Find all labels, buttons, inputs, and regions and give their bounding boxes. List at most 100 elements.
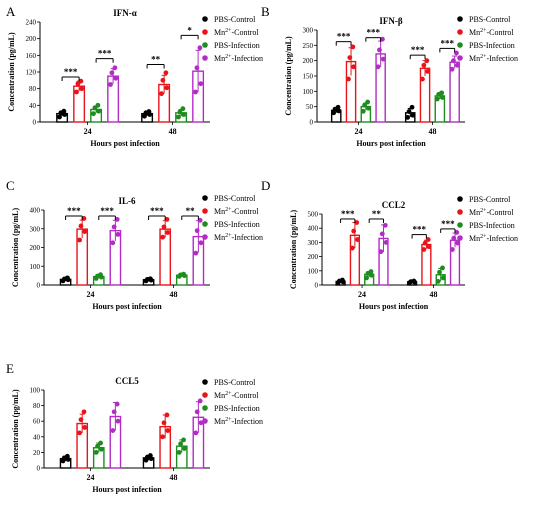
data-point xyxy=(198,420,204,426)
legend-marker xyxy=(202,405,208,411)
data-point xyxy=(421,62,427,68)
data-point xyxy=(115,418,121,424)
data-point xyxy=(362,102,368,108)
legend-marker xyxy=(457,55,463,61)
data-point xyxy=(346,76,351,82)
significance-label: * xyxy=(187,25,192,35)
legend-marker xyxy=(457,196,463,202)
chart-title: IFN-β xyxy=(379,16,402,26)
data-point xyxy=(110,240,116,246)
data-point xyxy=(434,96,440,102)
x-tick-label: 24 xyxy=(86,473,94,482)
y-tick-label: 100 xyxy=(30,263,41,271)
legend-marker xyxy=(457,16,463,22)
data-point xyxy=(147,276,153,282)
chart-panel-e: E CCL5 0 20 40 60 80 100 Concentration (pg/mL) Ho… xyxy=(6,361,263,494)
chart-title: CCL5 xyxy=(115,376,139,386)
legend-entry: Mn2+-Control xyxy=(214,28,259,37)
data-point xyxy=(77,237,82,243)
data-point xyxy=(95,102,101,108)
data-point xyxy=(113,75,119,81)
x-axis-label: Hours post infection xyxy=(92,485,162,494)
data-point xyxy=(164,216,170,222)
data-point xyxy=(454,230,460,235)
x-tick-label: 48 xyxy=(169,290,177,299)
data-point xyxy=(349,245,355,251)
data-point xyxy=(439,90,445,96)
chart-panel-d: D CCL2 0 100 200 300 400 500 Concentration (pg/m… xyxy=(261,178,518,311)
x-tick-label: 24 xyxy=(358,290,366,299)
data-point xyxy=(98,272,103,278)
data-point xyxy=(411,278,417,284)
data-point xyxy=(176,114,181,120)
y-tick-label: 100 xyxy=(30,387,41,395)
y-tick-label: 200 xyxy=(308,253,319,261)
legend-marker xyxy=(202,29,208,35)
data-point xyxy=(81,216,87,221)
y-tick-label: 0 xyxy=(37,465,41,473)
x-tick-label: 48 xyxy=(169,473,177,482)
y-tick-label: 20 xyxy=(33,449,41,457)
legend-entry: PBS-Infection xyxy=(214,41,260,50)
chart-panel-b: B IFN-β 0 50 100 150 200 250 300 Concentration (p… xyxy=(261,4,518,148)
data-point xyxy=(421,247,427,252)
y-tick-label: 120 xyxy=(26,69,37,77)
data-point xyxy=(112,65,118,71)
x-tick-label: 24 xyxy=(84,127,92,136)
significance-label: *** xyxy=(150,206,164,216)
data-point xyxy=(420,76,425,82)
legend-marker xyxy=(457,222,463,228)
y-tick-label: 40 xyxy=(29,102,37,110)
legend-marker xyxy=(202,42,208,48)
data-point xyxy=(335,104,341,110)
legend-marker xyxy=(457,209,463,215)
data-point xyxy=(180,106,186,112)
data-point xyxy=(114,216,120,222)
data-point xyxy=(410,112,416,118)
data-point xyxy=(440,275,446,281)
data-point xyxy=(449,66,455,72)
legend-entry: Mn2+-Infection xyxy=(469,54,518,63)
data-point xyxy=(422,240,428,246)
data-point xyxy=(449,247,455,252)
y-tick-label: 0 xyxy=(33,119,37,127)
data-point xyxy=(351,64,357,70)
data-point xyxy=(111,409,117,415)
legend-entry: Mn2+-Control xyxy=(469,208,514,217)
y-tick-label: 400 xyxy=(30,207,41,215)
data-point xyxy=(115,231,121,237)
data-point xyxy=(79,86,85,92)
legend-entry: Mn2+-Infection xyxy=(469,234,518,243)
data-point xyxy=(111,224,117,230)
legend-marker xyxy=(202,195,208,201)
data-point xyxy=(78,78,84,84)
significance-label: *** xyxy=(64,67,78,77)
data-point xyxy=(161,224,167,230)
y-tick-label: 300 xyxy=(308,239,319,247)
significance-label: *** xyxy=(337,32,351,42)
legend-entry: PBS-Infection xyxy=(469,221,515,230)
significance-label: *** xyxy=(441,219,455,229)
y-tick-label: 0 xyxy=(315,282,319,290)
data-point xyxy=(91,111,96,117)
data-point xyxy=(160,234,165,240)
significance-label: *** xyxy=(440,38,454,48)
data-point xyxy=(435,279,441,284)
y-tick-label: 500 xyxy=(308,211,319,219)
legend-marker xyxy=(202,55,208,61)
significance-label: *** xyxy=(67,206,81,216)
significance-label: *** xyxy=(366,28,380,38)
data-point xyxy=(405,115,411,120)
y-tick-label: 0 xyxy=(37,282,41,290)
data-point xyxy=(378,249,384,255)
data-point xyxy=(197,45,203,51)
data-point xyxy=(110,428,116,433)
data-point xyxy=(360,108,366,114)
y-tick-label: 150 xyxy=(303,73,314,81)
chart-title: IFN-α xyxy=(113,8,137,18)
legend-entry: PBS-Infection xyxy=(214,404,260,413)
data-point xyxy=(108,82,113,87)
data-point xyxy=(336,108,342,114)
data-point xyxy=(377,47,382,53)
data-point xyxy=(425,69,431,74)
